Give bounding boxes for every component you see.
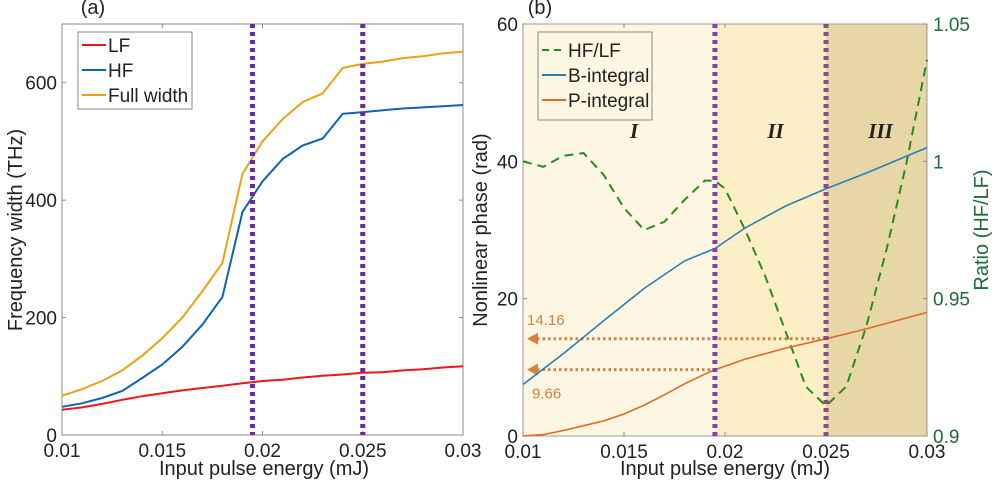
series-line-p-integral	[522, 311, 928, 437]
legend-label-b-integral: B-integral	[568, 66, 649, 87]
legend-label-lf: LF	[108, 36, 130, 57]
x-tick-label: 0.01	[505, 442, 542, 463]
y-right-tick-label: 0.95	[933, 290, 970, 311]
x-tick-label: 0.02	[244, 441, 281, 462]
y-tick-label: 400	[25, 191, 57, 212]
panel-b-legend: HF/LF B-integral P-integral	[537, 31, 653, 121]
annotation-label: 14.16	[527, 312, 565, 329]
legend-label-hf-lf: HF/LF	[568, 41, 621, 62]
x-tick-label: 0.03	[445, 441, 482, 462]
legend-label-full-width: Full width	[108, 86, 188, 107]
series-line-lf	[61, 365, 464, 411]
y-tick-label: 20	[497, 290, 518, 311]
panel-a-ylabel: Frequency width (THz)	[5, 129, 27, 331]
series-line-hf	[61, 104, 464, 408]
panel-a-xlabel: Input pulse energy (mJ)	[159, 458, 369, 480]
arrow-head-icon	[527, 363, 538, 376]
legend-label-p-integral: P-integral	[568, 91, 649, 112]
region-iii	[826, 24, 927, 436]
panel-b-label: (b)	[528, 0, 552, 19]
y-tick-label: 0	[507, 427, 518, 448]
x-tick-label: 0.01	[44, 441, 81, 462]
x-tick-label: 0.015	[138, 441, 186, 462]
region-label-i: I	[629, 119, 639, 143]
x-tick-label: 0.015	[600, 442, 648, 463]
region-ii	[714, 24, 826, 436]
series-line-hf-lf	[522, 59, 928, 408]
y-right-tick-label: 1.05	[933, 15, 970, 36]
region-label-ii: II	[766, 119, 784, 143]
legend-label-hf: HF	[108, 61, 133, 82]
annotation-label: 9.66	[532, 386, 561, 403]
y-right-tick-label: 1	[933, 152, 944, 173]
y-tick-label: 200	[25, 309, 57, 330]
y-tick-label: 600	[25, 74, 57, 95]
panel-a-label: (a)	[81, 0, 105, 19]
y-right-tick-label: 0.9	[933, 427, 959, 448]
series-line-full-width	[61, 50, 464, 397]
x-tick-label: 0.03	[909, 442, 946, 463]
panel-a-legend: LF HF Full width	[77, 31, 193, 110]
region-label-iii: III	[867, 119, 893, 143]
x-tick-label: 0.02	[707, 442, 744, 463]
panel-b: (b) I II III 0.01 0.015 0.02 0.025 0.030204060…	[470, 0, 993, 480]
y-tick-label: 60	[497, 15, 518, 36]
arrow-head-icon	[527, 332, 538, 345]
y-tick-label: 40	[497, 152, 518, 173]
panel-b-xlabel: Input pulse energy (mJ)	[620, 458, 830, 480]
panel-b-ylabel-right: Ratio (HF/LF)	[971, 169, 993, 290]
x-tick-label: 0.025	[339, 441, 387, 462]
x-tick-label: 0.025	[802, 442, 850, 463]
y-tick-label: 0	[46, 426, 57, 447]
panel-a: (a) 0.01 0.015 0.02 0.025 0.03 0 200 400 600 Inp…	[5, 0, 481, 480]
panel-b-ylabel-left: Nonlinear phase (rad)	[470, 133, 492, 326]
